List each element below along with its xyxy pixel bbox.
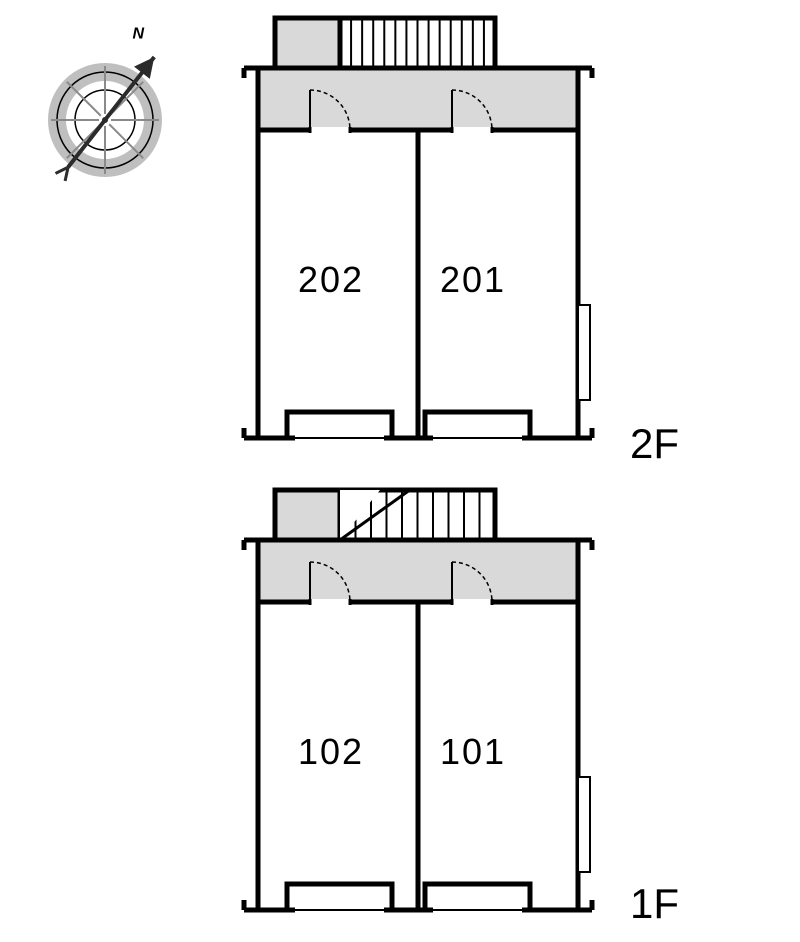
floor-plan-diagram: N 202 201 2F 102 101 1F: [0, 0, 800, 942]
room-label-202: 202: [298, 259, 364, 300]
floor-1F: 102 101 1F: [244, 490, 679, 927]
floor-label-2F: 2F: [630, 420, 679, 467]
room-label-201: 201: [440, 259, 506, 300]
floor-2F: 202 201 2F: [244, 18, 679, 467]
floor-label-1F: 1F: [630, 880, 679, 927]
room-label-101: 101: [440, 731, 506, 772]
staircase: [275, 490, 495, 540]
compass-icon: N: [51, 26, 159, 181]
staircase: [275, 18, 495, 68]
compass-north-label: N: [132, 26, 144, 43]
room-label-102: 102: [298, 731, 364, 772]
